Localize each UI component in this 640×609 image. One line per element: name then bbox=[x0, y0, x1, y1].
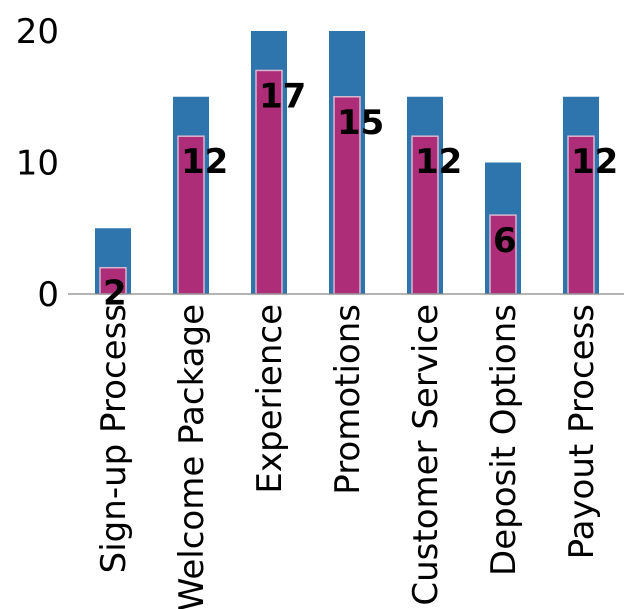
rating-bar bbox=[411, 135, 439, 295]
rating-data-label: 17 bbox=[259, 76, 306, 116]
x-tick-label: Welcome Package bbox=[172, 304, 212, 609]
y-tick-label: 10 bbox=[16, 144, 59, 184]
x-tick-label: Payout Process bbox=[562, 304, 602, 559]
rating-bar bbox=[255, 69, 283, 295]
x-tick-label-group: Sign-up Process bbox=[94, 304, 134, 573]
rating-bar bbox=[177, 135, 205, 295]
rating-data-label: 12 bbox=[415, 142, 462, 182]
rating-data-label: 12 bbox=[571, 142, 618, 182]
x-tick-label: Experience bbox=[250, 304, 290, 494]
x-tick-label-group: Experience bbox=[250, 304, 290, 494]
y-axis: 0 10 20 bbox=[16, 12, 59, 315]
x-tick-label-group: Deposit Options bbox=[484, 304, 524, 576]
rating-bar bbox=[489, 214, 517, 295]
rating-bar bbox=[99, 266, 127, 295]
x-axis-categories: Sign-up Process Welcome Package Experience… bbox=[94, 304, 602, 609]
y-tick-label: 0 bbox=[37, 275, 59, 315]
x-tick-label: Customer Service bbox=[406, 304, 446, 606]
x-tick-label-group: Welcome Package bbox=[172, 304, 212, 609]
x-tick-label: Promotions bbox=[328, 304, 368, 495]
x-tick-label: Deposit Options bbox=[484, 304, 524, 576]
rating-data-label: 6 bbox=[493, 221, 517, 261]
rating-bar bbox=[567, 135, 595, 295]
x-tick-label-group: Payout Process bbox=[562, 304, 602, 559]
rating-bar bbox=[333, 96, 361, 295]
x-tick-label-group: Promotions bbox=[328, 304, 368, 495]
y-tick-label: 20 bbox=[16, 12, 59, 52]
x-tick-label-group: Customer Service bbox=[406, 304, 446, 606]
bars bbox=[95, 31, 599, 295]
data-labels: 2 12 17 15 12 6 12 bbox=[103, 76, 618, 313]
rating-data-label: 12 bbox=[181, 142, 228, 182]
rating-data-label: 2 bbox=[103, 274, 127, 314]
x-tick-label: Sign-up Process bbox=[94, 304, 134, 573]
rating-data-label: 15 bbox=[337, 103, 384, 143]
